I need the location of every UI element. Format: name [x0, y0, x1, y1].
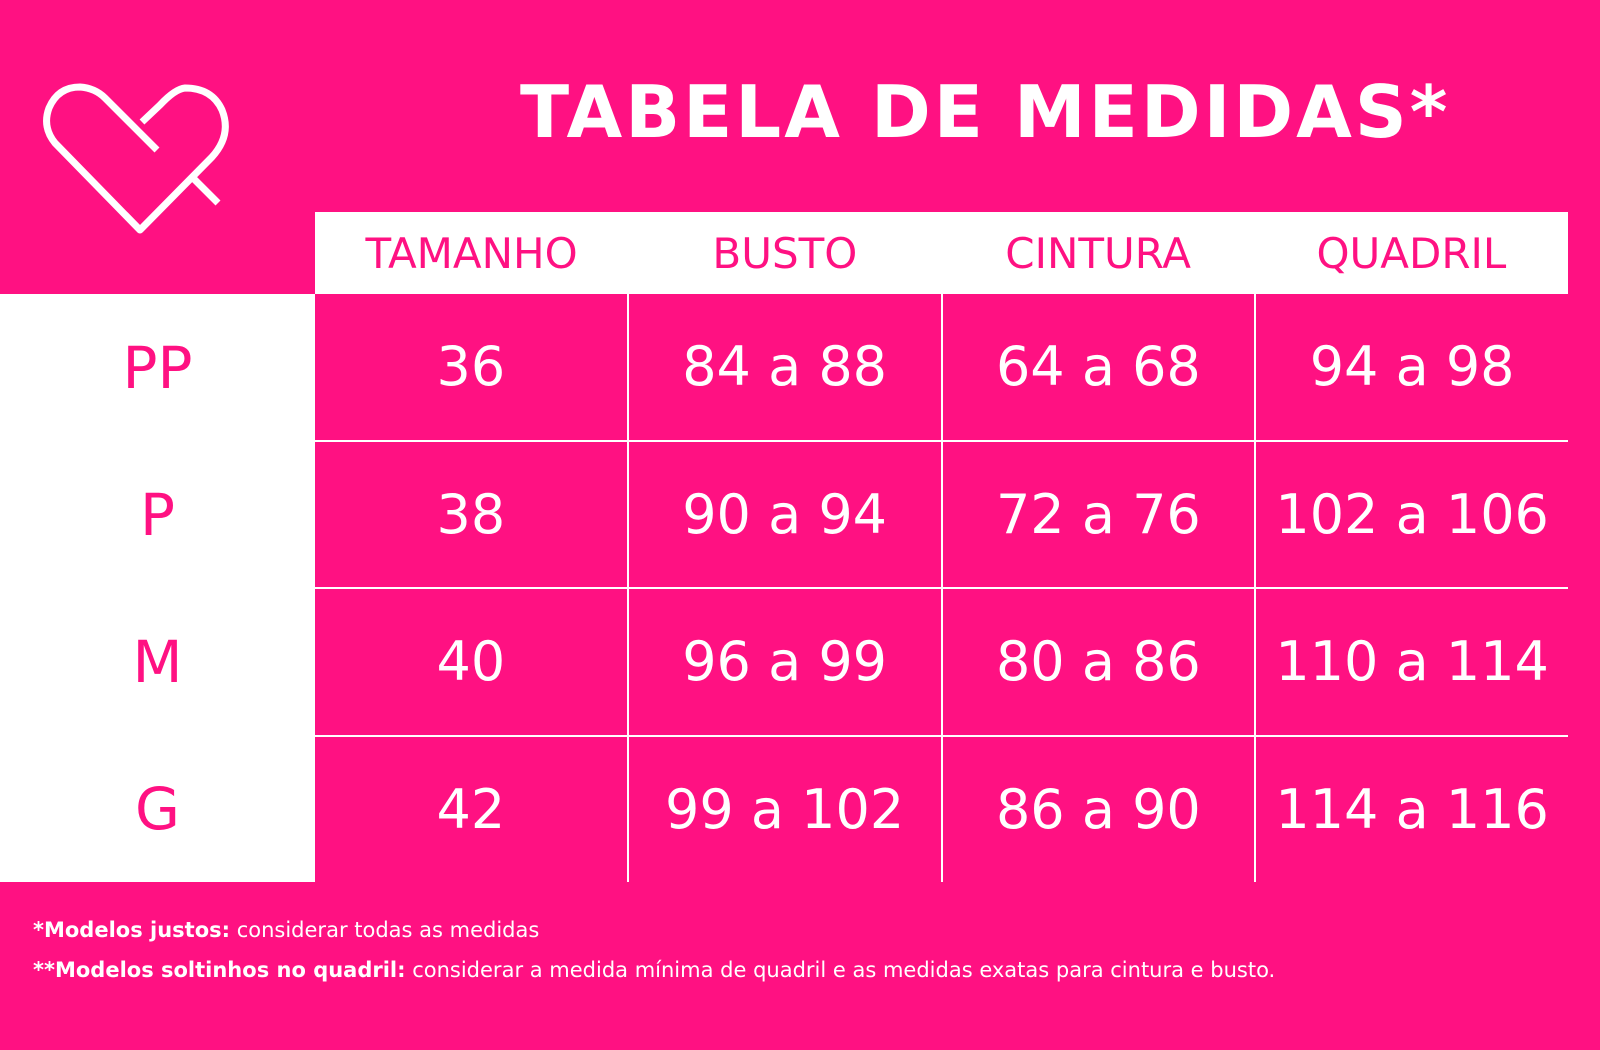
table-cell: 114 a 116 [1256, 736, 1568, 882]
column-header-quadril: QUADRIL [1316, 228, 1507, 278]
table-cell: 94 a 98 [1256, 294, 1568, 440]
table-cell: 86 a 90 [942, 736, 1255, 882]
measurements-table: 36 84 a 88 64 a 68 94 a 98 38 90 a 94 72… [315, 294, 1568, 882]
table-header: TAMANHO BUSTO CINTURA QUADRIL [315, 212, 1568, 294]
table-cell: 40 [315, 589, 627, 735]
footnotes: *Modelos justos: considerar todas as med… [33, 910, 1275, 990]
footnote: **Modelos soltinhos no quadril: consider… [33, 950, 1275, 990]
table-cell: 38 [315, 441, 627, 587]
size-labels: PP P M G [0, 294, 315, 882]
column-header-cintura: CINTURA [1005, 228, 1191, 278]
table-cell: 42 [315, 736, 627, 882]
table-cell: 102 a 106 [1256, 441, 1568, 587]
table-cell: 36 [315, 294, 627, 440]
table-cell: 110 a 114 [1256, 589, 1568, 735]
column-header-tamanho: TAMANHO [365, 228, 578, 278]
table-cell: 96 a 99 [628, 589, 941, 735]
table-cell: 90 a 94 [628, 441, 941, 587]
table-cell: 72 a 76 [942, 441, 1255, 587]
size-label: PP [122, 333, 193, 402]
table-cell: 99 a 102 [628, 736, 941, 882]
table-cell: 64 a 68 [942, 294, 1255, 440]
size-label: G [135, 774, 180, 843]
table-cell: 80 a 86 [942, 589, 1255, 735]
footnote-label: *Modelos justos: [33, 918, 231, 942]
size-label: P [140, 480, 175, 549]
footnote-text: considerar a medida mínima de quadril e … [405, 958, 1276, 982]
size-label: M [132, 627, 183, 696]
footnote: *Modelos justos: considerar todas as med… [33, 910, 1275, 950]
page-title: TABELA DE MEDIDAS* [520, 70, 1451, 154]
column-header-busto: BUSTO [712, 228, 858, 278]
table-cell: 84 a 88 [628, 294, 941, 440]
footnote-label: **Modelos soltinhos no quadril: [33, 958, 406, 982]
footnote-text: considerar todas as medidas [230, 918, 540, 942]
heart-outline-icon [43, 83, 229, 234]
